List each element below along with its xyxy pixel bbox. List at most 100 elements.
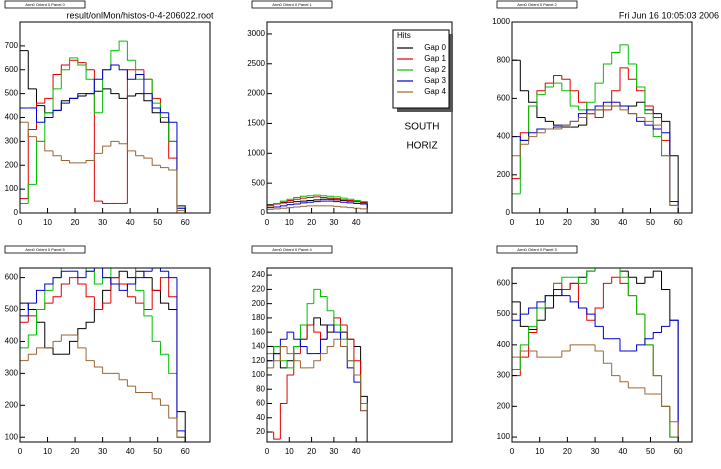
- histogram-bin: [652, 270, 662, 278]
- histogram-bin: [118, 141, 128, 145]
- histogram-bin: [627, 109, 637, 115]
- histogram-bin: [627, 67, 637, 80]
- histogram-bin: [126, 69, 136, 204]
- x-tick-label: 50: [153, 447, 162, 456]
- histogram-bin: [126, 41, 136, 61]
- histogram-bin: [273, 345, 281, 354]
- histogram-bin: [151, 79, 161, 99]
- histogram-bin: [135, 270, 144, 278]
- histogram-bin: [536, 307, 546, 327]
- y-tick-label: 120: [252, 356, 266, 365]
- histogram-bin: [586, 270, 596, 278]
- histogram-bin: [561, 75, 571, 80]
- histogram-bin: [553, 74, 562, 84]
- x-tick-label: 30: [98, 447, 107, 456]
- histogram-bin: [299, 195, 308, 198]
- histogram-bin: [544, 295, 554, 302]
- histogram-bin: [333, 338, 341, 347]
- histogram-bin: [669, 155, 679, 213]
- histogram-bin: [151, 268, 153, 272]
- histogram-bin: [102, 302, 111, 310]
- y-tick-label: 400: [497, 340, 511, 349]
- histogram-bin: [159, 277, 169, 291]
- histogram-bin: [569, 79, 579, 92]
- histogram-bin: [619, 375, 629, 383]
- histogram-bin: [286, 360, 294, 368]
- histogram-bin: [286, 374, 294, 404]
- histogram-bin: [267, 367, 274, 442]
- histogram-bin: [627, 381, 637, 389]
- histogram-bin: [528, 332, 537, 358]
- histogram-bin: [652, 121, 662, 126]
- histogram-bin: [279, 345, 288, 361]
- histogram-bin: [512, 59, 521, 213]
- histogram-bin: [44, 283, 54, 291]
- histogram-bin: [528, 105, 537, 133]
- histogram-bin: [279, 207, 288, 209]
- histogram-bin: [627, 283, 637, 297]
- histogram-bin: [273, 432, 281, 440]
- x-tick-label: 40: [618, 447, 627, 456]
- histogram-bin: [519, 132, 529, 179]
- histogram-bin: [102, 289, 111, 310]
- y-tick-label: 600: [497, 278, 511, 287]
- y-tick-label: 600: [5, 65, 19, 74]
- histogram-bin: [20, 107, 29, 213]
- histogram-bin: [326, 195, 334, 197]
- x-tick-label: 60: [181, 447, 190, 456]
- histogram-bin: [577, 117, 587, 122]
- histogram-bin: [52, 340, 62, 348]
- panel-title: Arm0 Orient 0 Panel 2: [517, 2, 557, 7]
- y-tick-label: 2000: [247, 89, 265, 98]
- y-tick-label: 500: [252, 178, 266, 187]
- histogram-bin: [512, 368, 521, 442]
- histogram-bin: [52, 74, 62, 99]
- histogram-bin: [27, 302, 37, 316]
- histogram-bin: [528, 90, 537, 103]
- histogram-bin: [594, 314, 604, 327]
- histogram-bin: [319, 332, 328, 340]
- histogram-bin: [151, 289, 161, 310]
- x-tick-label: 10: [535, 218, 544, 227]
- histogram-bin: [44, 97, 54, 104]
- histogram-bin: [102, 69, 111, 113]
- x-tick-label: 0: [510, 218, 515, 227]
- x-tick-label: 0: [18, 218, 23, 227]
- histogram-bin: [267, 208, 274, 213]
- panel-title: Arm0 Orient 0 Panel 1: [272, 2, 312, 7]
- histogram-bin: [661, 271, 670, 291]
- histogram-bin: [519, 356, 529, 376]
- histogram-bin: [669, 155, 679, 213]
- histogram-bin: [293, 353, 301, 375]
- histogram-bin: [44, 117, 54, 123]
- histogram-bin: [661, 375, 670, 407]
- histogram-bin: [176, 170, 186, 213]
- histogram-bin: [644, 121, 654, 126]
- y-tick-label: 220: [252, 285, 266, 294]
- plot-area: [20, 40, 186, 213]
- x-tick-label: 0: [18, 447, 23, 456]
- y-tick-label: 100: [5, 184, 19, 193]
- histogram-bin: [52, 88, 62, 113]
- histogram-bin: [528, 307, 537, 315]
- histogram-bin: [20, 121, 29, 213]
- histogram-bin: [70, 258, 78, 264]
- histogram-bin: [159, 98, 169, 118]
- panel-title: Arm0 Orient 0 Panel 5: [25, 247, 65, 252]
- y-tick-label: 1000: [492, 17, 510, 26]
- histogram-bin: [168, 117, 177, 159]
- panel-title: Arm0 Orient 0 Panel 4: [272, 247, 312, 252]
- histogram-bin: [273, 206, 281, 208]
- histogram-bin: [69, 160, 78, 164]
- histogram-bin: [110, 277, 120, 304]
- histogram-bin: [536, 351, 546, 358]
- histogram-bin: [159, 341, 169, 355]
- histogram-bin: [669, 406, 679, 442]
- histogram-bin: [135, 150, 144, 157]
- histogram-bin: [319, 195, 328, 197]
- histogram-bin: [77, 277, 87, 285]
- histogram-bin: [36, 309, 45, 336]
- histogram-bin: [20, 315, 29, 442]
- histogram-bin: [20, 198, 29, 213]
- histogram-bin: [602, 282, 612, 308]
